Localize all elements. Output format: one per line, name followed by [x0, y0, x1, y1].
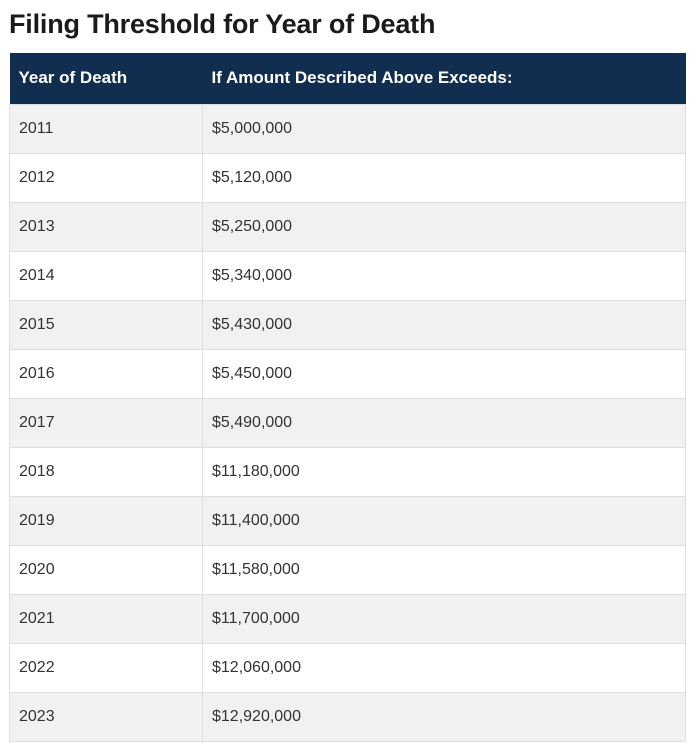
- table-row: 2021 $11,700,000: [9, 593, 686, 643]
- amount-cell: $5,490,000: [202, 397, 686, 447]
- amount-cell: $11,580,000: [202, 544, 686, 594]
- amount-cell: $5,250,000: [202, 201, 686, 251]
- table-row: 2015 $5,430,000: [9, 299, 686, 349]
- table-row: 2016 $5,450,000: [9, 348, 686, 398]
- table-row: 2019 $11,400,000: [9, 495, 686, 545]
- table-row: 2011 $5,000,000: [9, 103, 686, 153]
- amount-cell: $12,920,000: [202, 691, 686, 742]
- year-cell: 2013: [9, 201, 203, 251]
- year-cell: 2014: [9, 250, 203, 300]
- year-cell: 2022: [9, 642, 203, 692]
- amount-cell: $5,120,000: [202, 152, 686, 202]
- year-cell: 2011: [9, 103, 203, 153]
- amount-cell: $5,340,000: [202, 250, 686, 300]
- year-cell: 2020: [9, 544, 203, 594]
- table-row: 2018 $11,180,000: [9, 446, 686, 496]
- table-header-row: Year of Death If Amount Described Above …: [9, 53, 686, 104]
- amount-cell: $5,000,000: [202, 103, 686, 153]
- column-header-year: Year of Death: [18, 68, 128, 88]
- filing-threshold-table: Year of Death If Amount Described Above …: [9, 53, 686, 742]
- amount-cell: $11,180,000: [202, 446, 686, 496]
- year-cell: 2017: [9, 397, 203, 447]
- table-row: 2017 $5,490,000: [9, 397, 686, 447]
- table-body: 2011 $5,000,000 2012 $5,120,000 2013 $5,…: [9, 103, 686, 742]
- year-cell: 2016: [9, 348, 203, 398]
- amount-cell: $5,430,000: [202, 299, 686, 349]
- column-header-amount: If Amount Described Above Exceeds:: [211, 68, 513, 88]
- year-cell: 2019: [9, 495, 203, 545]
- table-row: 2013 $5,250,000: [9, 201, 686, 251]
- amount-cell: $12,060,000: [202, 642, 686, 692]
- year-cell: 2021: [9, 593, 203, 643]
- table-row: 2012 $5,120,000: [9, 152, 686, 202]
- year-cell: 2023: [9, 691, 203, 742]
- table-row: 2023 $12,920,000: [9, 691, 686, 742]
- amount-cell: $11,700,000: [202, 593, 686, 643]
- table-row: 2020 $11,580,000: [9, 544, 686, 594]
- page-title: Filing Threshold for Year of Death: [9, 9, 436, 39]
- table-header: Year of Death If Amount Described Above …: [9, 53, 686, 104]
- table-row: 2022 $12,060,000: [9, 642, 686, 692]
- amount-cell: $5,450,000: [202, 348, 686, 398]
- amount-cell: $11,400,000: [202, 495, 686, 545]
- year-cell: 2015: [9, 299, 203, 349]
- year-cell: 2012: [9, 152, 203, 202]
- table-row: 2014 $5,340,000: [9, 250, 686, 300]
- year-cell: 2018: [9, 446, 203, 496]
